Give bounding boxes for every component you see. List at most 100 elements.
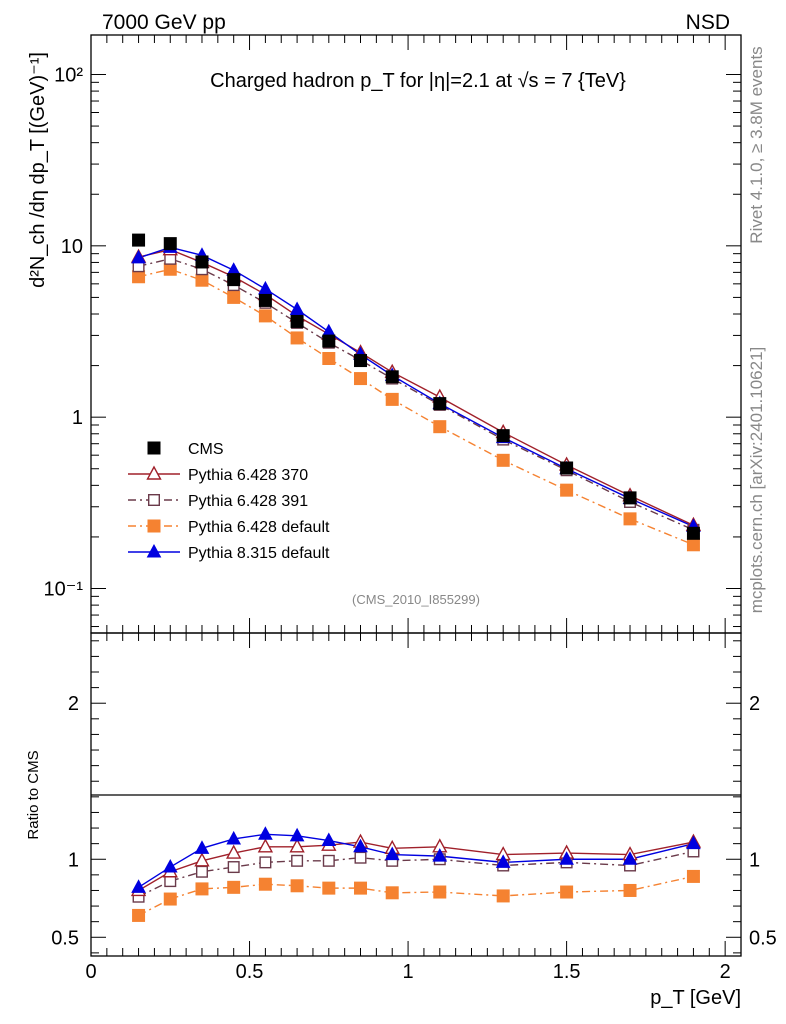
ratio-ticks [90, 633, 741, 956]
series-p8def [138, 246, 694, 528]
data-point-cms [560, 461, 574, 475]
ratio-line-p6def [138, 875, 694, 917]
legend-label: Pythia 8.315 default [188, 545, 330, 562]
data-point-cms [686, 526, 700, 540]
legend-marker [146, 543, 162, 558]
legend-item-p370: Pythia 6.428 370 [128, 465, 308, 484]
ratio-series-p370 [138, 841, 694, 892]
data-point-p6def [322, 351, 336, 365]
data-point-cms [132, 233, 146, 247]
ratio-point-p6def [385, 886, 399, 900]
ratio-point-p6def [686, 869, 700, 883]
data-point-cms [290, 314, 304, 328]
x-tick-label: 2 [720, 961, 731, 983]
main-y-axis-label: d²N_ch /dη dp_T [(GeV)⁻¹] [27, 52, 49, 288]
data-point-cms [354, 354, 368, 368]
ratio-series-p8def [138, 833, 694, 888]
data-point-p6def [354, 372, 368, 386]
header-process-label: NSD [686, 11, 730, 34]
markers-p370 [130, 241, 702, 531]
ratio-panel: 0.5 0.5 1 1 2 2 0 0.5 1 1.5 2 Ratio to CMS p_T [Ge… [25, 632, 777, 1009]
data-point-cms [496, 429, 510, 443]
main-ticks [90, 35, 741, 633]
rivet-version-label: Rivet 4.1.0, ≥ 3.8M events [747, 46, 766, 243]
ratio-point-p8def [559, 851, 574, 865]
ratio-tick-labels: 0.5 0.5 1 1 2 2 0 0.5 1 1.5 2 [51, 693, 777, 983]
ratio-y-tick-label-right: 0.5 [749, 927, 777, 949]
analysis-id-label: (CMS_2010_I855299) [352, 592, 480, 607]
ratio-point-p8def [384, 846, 400, 861]
legend-marker [147, 519, 161, 533]
markers-p6def [132, 262, 700, 552]
main-panel: 10⁻¹ 1 10 10² Charged hadron p_T for |η|=2.… [27, 34, 742, 634]
series-p391 [138, 258, 694, 531]
ratio-line-p391 [138, 850, 694, 898]
legend-label: Pythia 6.428 391 [188, 493, 308, 510]
legend-item-p391: Pythia 6.428 391 [128, 493, 308, 510]
x-tick-label: 0.5 [236, 961, 264, 983]
data-point-cms [623, 491, 637, 505]
main-y-tick-label: 1 [72, 407, 83, 429]
legend-marker [147, 494, 160, 507]
ratio-line-p370 [138, 841, 694, 892]
legend-item-cms: CMS [147, 441, 224, 458]
ratio-point-p6def [322, 881, 336, 895]
ratio-point-p370 [289, 838, 305, 853]
legend-item-p6def: Pythia 6.428 default [128, 519, 330, 536]
data-point-p6def [560, 483, 574, 497]
data-point-p6def [227, 290, 241, 304]
main-title: Charged hadron p_T for |η|=2.1 at √s = 7… [210, 70, 626, 92]
ratio-point-p370 [257, 838, 274, 853]
ratio-point-p6def [227, 880, 241, 894]
ratio-point-p8def [495, 854, 511, 868]
legend: CMS Pythia 6.428 370 Pythia 6.428 391 Pythi… [128, 441, 330, 562]
data-point-cms [195, 255, 209, 269]
ratio-point-p6def [433, 885, 447, 899]
data-point-cms [258, 293, 272, 307]
ratio-point-p6def [623, 883, 637, 897]
data-point-p8def [289, 301, 305, 316]
data-point-p6def [686, 538, 700, 552]
x-tick-label: 1.5 [553, 961, 581, 983]
ratio-y-tick-label: 0.5 [51, 927, 79, 949]
ratio-series [130, 826, 702, 922]
ratio-point-p8def [226, 830, 242, 845]
ratio-point-p8def [432, 848, 448, 862]
data-point-cms [385, 370, 399, 384]
legend-label: Pythia 6.428 default [188, 519, 330, 536]
ratio-point-p8def [258, 826, 273, 840]
main-series [130, 233, 702, 552]
ratio-point-p8def [289, 827, 305, 842]
ratio-series-p6def [138, 875, 694, 917]
ratio-markers-p6def [132, 869, 700, 922]
ratio-point-p6def [354, 881, 368, 895]
data-point-p6def [433, 420, 447, 434]
main-y-tick-label: 10 [61, 236, 83, 258]
ratio-y-tick-label-right: 2 [749, 693, 760, 715]
data-point-p6def [623, 512, 637, 526]
legend-marker [146, 465, 162, 480]
data-point-p6def [195, 273, 209, 287]
ratio-point-p391 [354, 851, 367, 864]
data-point-cms [163, 237, 177, 251]
ratio-y-tick-label: 2 [68, 693, 79, 715]
ratio-point-p8def [194, 840, 210, 854]
x-tick-label: 0 [85, 961, 96, 983]
ratio-point-p6def [195, 882, 209, 896]
ratio-point-p6def [496, 889, 510, 903]
ratio-line-p8def [138, 833, 694, 888]
series-line-p391 [138, 258, 694, 531]
legend-item-p8def: Pythia 8.315 default [128, 543, 330, 562]
series-line-p8def [138, 246, 694, 528]
main-y-tick-label: 10⁻¹ [44, 579, 84, 601]
legend-label: Pythia 6.428 370 [188, 467, 308, 484]
mcplots-reference-label: mcplots.cern.ch [arXiv:2401.10621] [747, 347, 766, 613]
ratio-markers-p8def [131, 826, 701, 893]
ratio-y-tick-label: 1 [68, 849, 79, 871]
data-point-cms [227, 273, 241, 287]
data-point-p6def [496, 453, 510, 467]
data-point-cms [322, 334, 336, 348]
x-axis-label: p_T [GeV] [650, 987, 741, 1009]
data-point-p8def [131, 249, 146, 264]
data-point-cms [433, 397, 447, 411]
